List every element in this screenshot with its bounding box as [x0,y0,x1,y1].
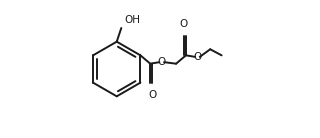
Text: O: O [148,90,156,100]
Text: OH: OH [124,15,140,25]
Text: O: O [193,52,202,62]
Text: O: O [157,57,166,67]
Text: O: O [180,19,188,29]
